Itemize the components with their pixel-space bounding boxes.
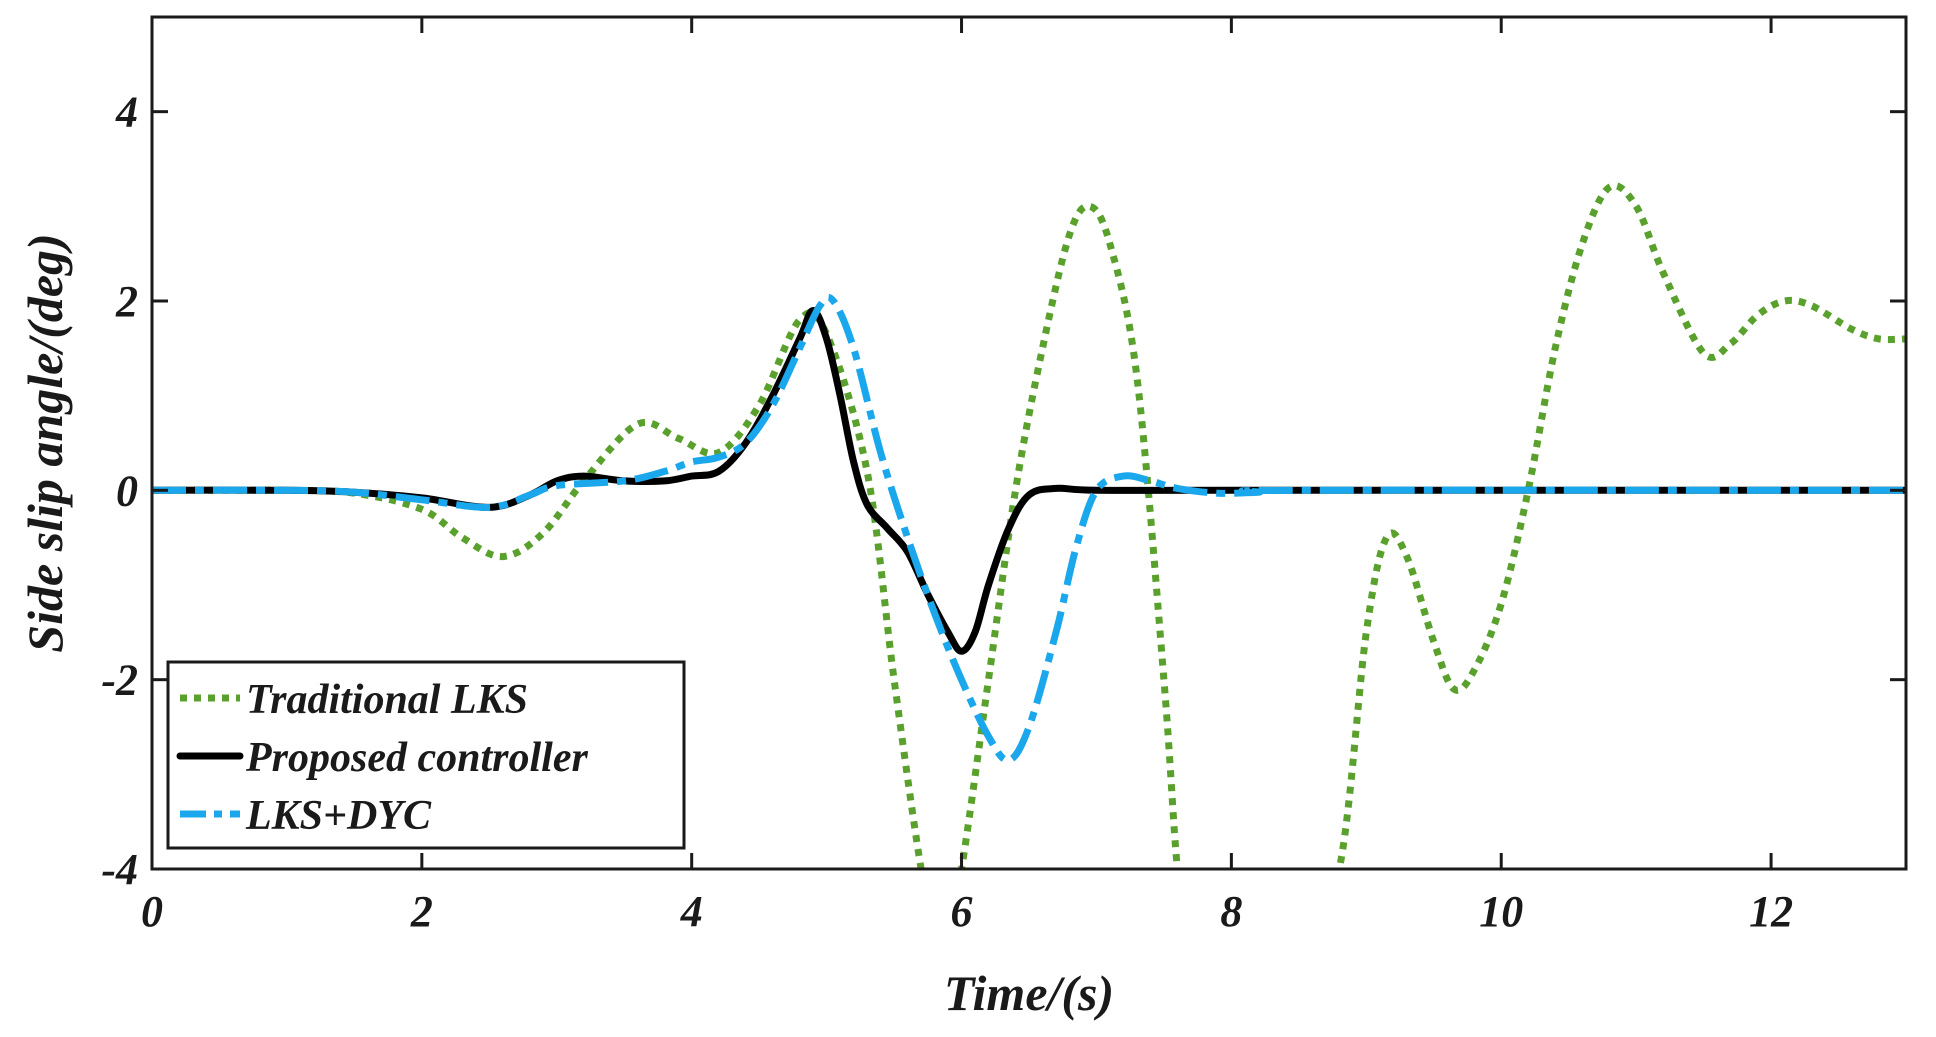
series-line-1 xyxy=(152,182,1906,869)
series-line-3 xyxy=(152,293,1906,764)
x-axis-label: Time/(s) xyxy=(944,965,1114,1021)
y-tick-label: 0 xyxy=(116,466,138,515)
y-axis-label: Side slip angle/(deg) xyxy=(17,233,73,652)
x-tick-label: 6 xyxy=(951,887,973,936)
x-tick-label: 12 xyxy=(1749,887,1793,936)
y-tick-label: -2 xyxy=(101,656,138,705)
legend-label-2: Proposed controller xyxy=(245,735,588,781)
legend-label-3: LKS+DYC xyxy=(245,793,432,839)
x-tick-label: 10 xyxy=(1479,887,1523,936)
legend-box xyxy=(166,660,686,850)
tick-layer: 0 2 4 6 8 10 12 -4 -2 0 2 4 xyxy=(101,17,1906,936)
x-tick-label: 2 xyxy=(410,887,433,936)
y-tick-label: 4 xyxy=(115,88,138,137)
x-tick-label: 8 xyxy=(1220,887,1242,936)
x-tick-label: 0 xyxy=(141,887,163,936)
x-tick-label: 4 xyxy=(680,887,703,936)
y-tick-label: -4 xyxy=(101,845,138,894)
legend: Traditional LKS Proposed controller LKS+DY… xyxy=(166,660,686,850)
legend-label-1: Traditional LKS xyxy=(246,677,528,723)
plot-frame xyxy=(150,15,1908,871)
y-tick-label: 2 xyxy=(115,277,138,326)
series-layer xyxy=(152,182,1906,869)
